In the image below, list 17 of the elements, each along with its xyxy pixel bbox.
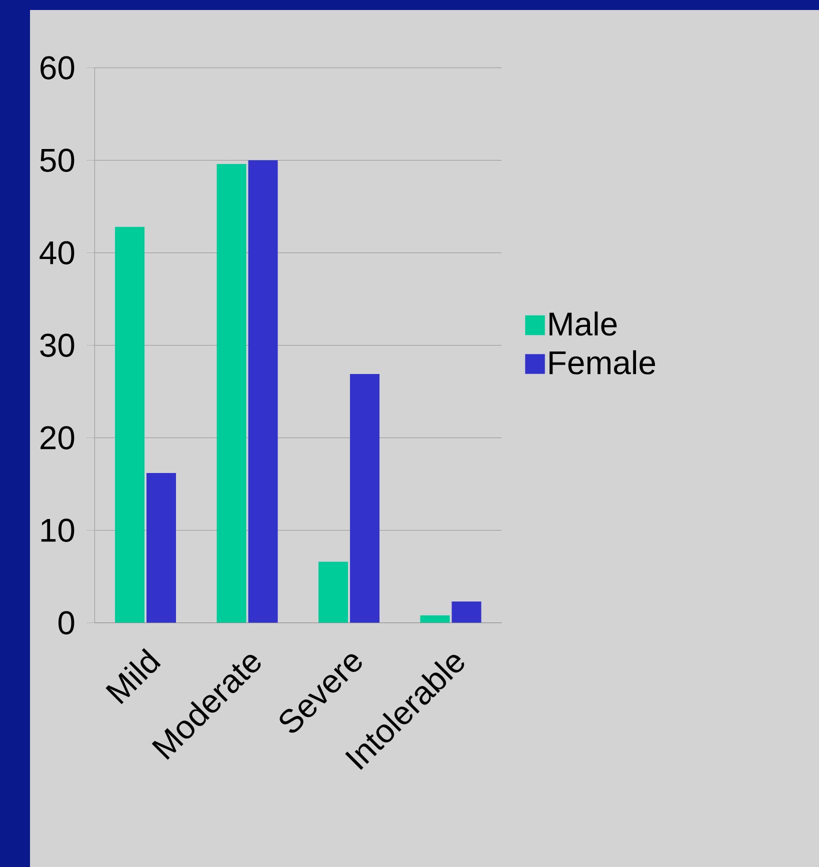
- bar: [350, 374, 380, 623]
- y-tick-label: 40: [40, 241, 74, 264]
- bar: [248, 160, 278, 623]
- bar: [420, 615, 450, 623]
- legend-label: Male: [550, 312, 617, 336]
- y-tick-label: 20: [40, 426, 74, 450]
- bar: [318, 562, 348, 623]
- bar: [114, 226, 145, 623]
- legend-label: Female: [550, 350, 656, 374]
- y-tick-label: 60: [40, 56, 74, 80]
- y-tick-label: 30: [40, 334, 74, 357]
- y-tick-label: 10: [41, 518, 74, 542]
- y-tick-label: 50: [40, 148, 74, 172]
- y-tick-label: 0: [58, 611, 74, 634]
- bar: [216, 164, 246, 623]
- bar: [146, 472, 176, 623]
- bar: [452, 602, 482, 623]
